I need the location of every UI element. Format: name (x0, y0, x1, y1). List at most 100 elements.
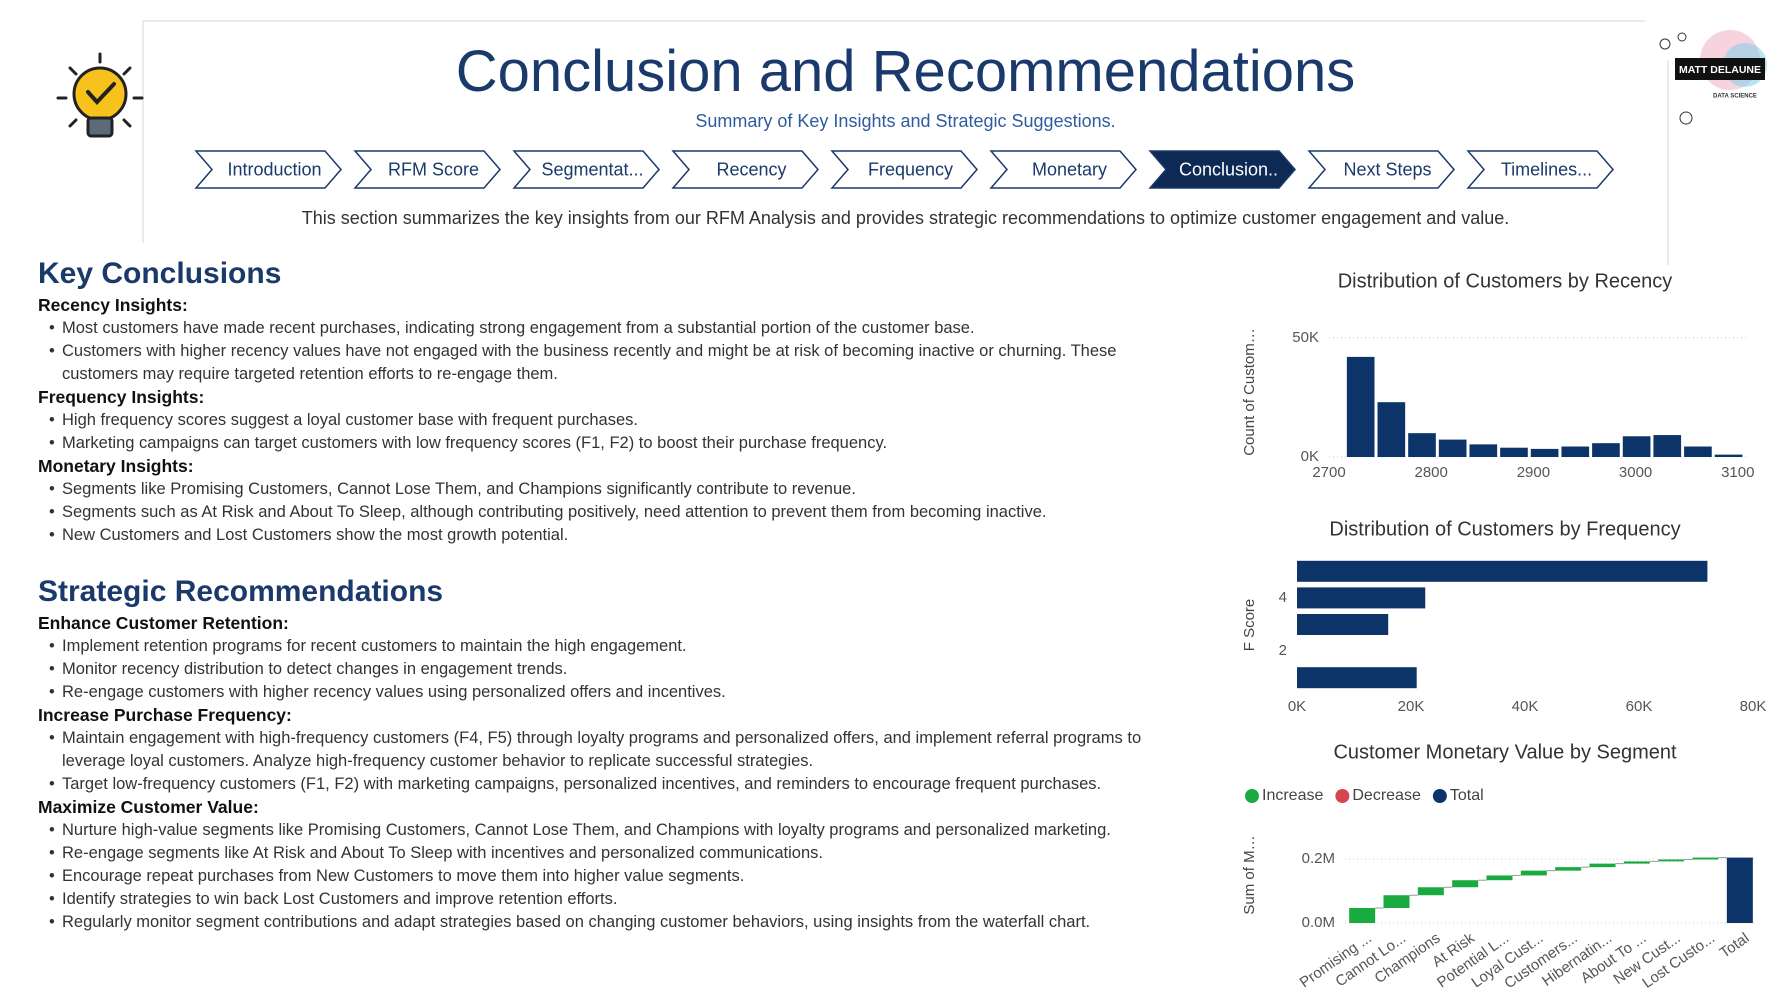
section-title: Strategic Recommendations (38, 575, 444, 608)
nav-button[interactable]: Frequency (830, 150, 978, 189)
x-tick-label: 20K (1398, 698, 1425, 715)
x-tick-label: 2800 (1415, 464, 1448, 481)
nav-button[interactable]: RFM Score (353, 150, 501, 189)
y-axis-title: Sum of M… (1241, 835, 1258, 914)
nav-chevron (671, 150, 819, 189)
bullet-point: Marketing campaigns can target customers… (49, 432, 1158, 455)
x-tick-label: Total (1717, 930, 1753, 962)
waterfall-bar (1417, 887, 1444, 896)
nav-chevron (1307, 150, 1455, 189)
group-heading: Maximize Customer Value: (38, 797, 259, 817)
x-tick-label: 80K (1740, 698, 1767, 715)
nav-button[interactable]: Timelines... (1466, 150, 1614, 189)
bar (1438, 439, 1467, 457)
x-tick-label: 3100 (1721, 464, 1754, 481)
navigation: Introduction RFM Score Segmentat... Recency… (194, 150, 1614, 189)
waterfall-bar (1452, 880, 1479, 888)
page-subtitle: Summary of Key Insights and Strategic Su… (695, 111, 1116, 131)
x-tick-label: 2900 (1517, 464, 1550, 481)
bullet-point: High frequency scores suggest a loyal cu… (49, 409, 1158, 432)
waterfall-bar (1555, 867, 1582, 871)
y-axis-title: F Score (1241, 599, 1258, 652)
nav-chevron (830, 150, 978, 189)
bullet-point: Most customers have made recent purchase… (49, 317, 1158, 340)
chart-title: Customer Monetary Value by Segment (1333, 741, 1677, 763)
bar (1622, 436, 1651, 457)
logo-graphic (1659, 30, 1767, 125)
bar (1297, 667, 1417, 689)
waterfall-bar (1486, 875, 1513, 881)
nav-chevron (989, 150, 1137, 189)
x-tick-label: 0K (1288, 698, 1306, 715)
bar (1500, 447, 1528, 457)
bar (1684, 446, 1712, 457)
nav-button[interactable]: Recency (671, 150, 819, 189)
nav-label: Recency (716, 159, 786, 179)
x-tick-label: 40K (1512, 698, 1539, 715)
bar (1297, 587, 1426, 609)
nav-label: Conclusion.. (1179, 159, 1278, 179)
bar (1714, 454, 1743, 457)
legend-label: Total (1450, 787, 1484, 804)
y-tick-label: 0.0M (1302, 914, 1335, 931)
bullet-list: Nurture high-value segments like Promisi… (38, 819, 1158, 934)
lightbulb-icon (56, 52, 144, 138)
y-tick-label: 2 (1279, 642, 1287, 659)
key-conclusions: Key Conclusions Recency Insights:Most cus… (38, 256, 1158, 547)
bullet-point: Implement retention programs for recent … (49, 635, 1158, 658)
bullet-point: Regularly monitor segment contributions … (49, 911, 1158, 934)
bullet-point: Monitor recency distribution to detect c… (49, 658, 1158, 681)
y-tick-label: 4 (1279, 589, 1287, 606)
bar (1346, 356, 1375, 457)
nav-button[interactable]: Conclusion.. (1148, 150, 1296, 189)
waterfall-bar (1383, 895, 1410, 908)
bar (1408, 433, 1436, 457)
nav-button[interactable]: Segmentat... (512, 150, 660, 189)
x-tick-label: 60K (1626, 698, 1653, 715)
bullet-list: Most customers have made recent purchase… (38, 317, 1158, 386)
bar (1592, 443, 1620, 457)
y-tick-label: 0.2M (1302, 850, 1335, 867)
chart-title: Distribution of Customers by Frequency (1329, 518, 1680, 540)
bullet-point: Segments like Promising Customers, Canno… (49, 478, 1158, 501)
nav-button[interactable]: Monetary (989, 150, 1137, 189)
nav-label: Timelines... (1501, 159, 1592, 179)
group-heading: Frequency Insights: (38, 387, 205, 407)
header-frame (142, 20, 1669, 265)
nav-button[interactable]: Next Steps (1307, 150, 1455, 189)
bullet-list: Implement retention programs for recent … (38, 635, 1158, 704)
nav-chevron (353, 150, 501, 189)
nav-button[interactable]: Introduction (194, 150, 342, 189)
nav-label: Segmentat... (541, 159, 643, 179)
bar (1297, 614, 1389, 635)
nav-label: RFM Score (388, 159, 479, 179)
bullet-point: Re-engage segments like At Risk and Abou… (49, 842, 1158, 865)
y-tick-label: 0K (1301, 448, 1319, 465)
section-title: Key Conclusions (38, 257, 282, 290)
nav-label: Next Steps (1343, 159, 1431, 179)
bar (1530, 448, 1559, 457)
bar (1297, 560, 1708, 582)
waterfall-bar (1589, 863, 1616, 868)
x-tick-label: 2700 (1312, 464, 1345, 481)
bar (1377, 402, 1406, 457)
bullet-list: Segments like Promising Customers, Canno… (38, 478, 1158, 547)
chart-title: Distribution of Customers by Recency (1338, 270, 1673, 292)
nav-chevron (1466, 150, 1614, 189)
bar (1653, 435, 1682, 457)
nav-chevron (194, 150, 342, 189)
nav-label: Monetary (1032, 159, 1107, 179)
legend-marker (1245, 789, 1259, 803)
bullet-point: Maintain engagement with high-frequency … (49, 727, 1158, 773)
strategic-recommendations: Strategic Recommendations Enhance Custome… (38, 574, 1158, 934)
nav-label: Introduction (227, 159, 321, 179)
waterfall-bar (1623, 861, 1650, 864)
logo-tagline: DATA SCIENCE (1713, 94, 1757, 100)
logo-name: MATT DELAUNE (1679, 64, 1761, 76)
group-heading: Increase Purchase Frequency: (38, 705, 292, 725)
waterfall-bar (1692, 857, 1719, 860)
intro-text: This section summarizes the key insights… (301, 208, 1510, 228)
x-tick-label: 3000 (1619, 464, 1652, 481)
